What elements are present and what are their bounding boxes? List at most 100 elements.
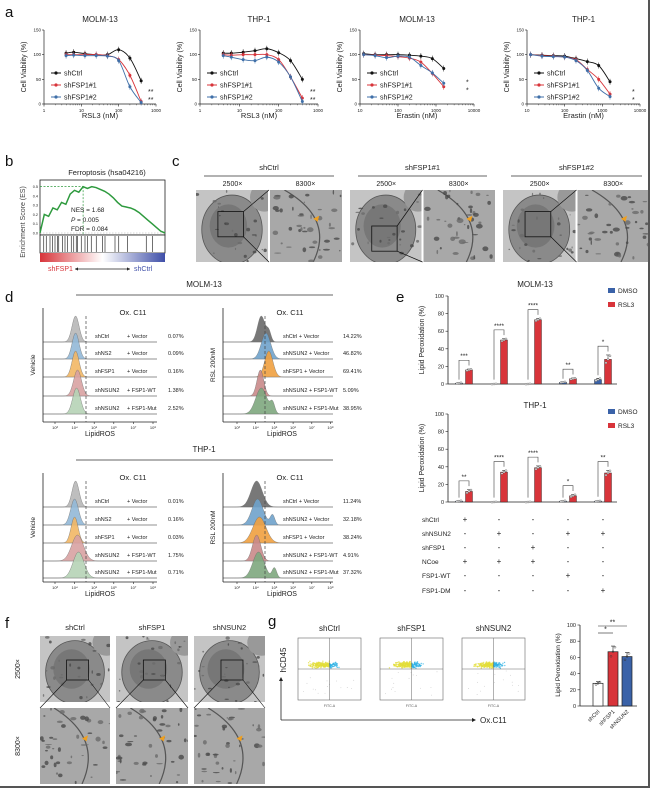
organelle — [137, 662, 141, 665]
data-point — [277, 51, 281, 55]
cell-event-dot — [491, 662, 493, 664]
histogram-peak — [223, 369, 333, 397]
cell-event-dot — [499, 665, 501, 668]
data-point — [419, 64, 423, 68]
cell-event-dot — [393, 682, 395, 684]
legend-marker — [210, 95, 214, 99]
row-label: shCtrl + Vector — [283, 334, 319, 340]
data-point — [253, 59, 257, 63]
row-label: shNSUN2 — [95, 570, 119, 576]
cell-event-dot — [491, 667, 493, 669]
cell-event-dot — [340, 687, 342, 689]
organelle — [559, 234, 562, 236]
data-point — [289, 75, 293, 79]
organelle — [55, 772, 59, 775]
x-tick-label: 10⁵ — [271, 585, 277, 590]
cell-event-dot — [326, 665, 329, 668]
cell-event-dot — [397, 663, 400, 666]
cell-event-dot — [329, 666, 331, 669]
condition-mark: + — [566, 571, 571, 580]
y-axis-label: Cell Viability (%) — [504, 42, 511, 93]
organelle — [436, 218, 441, 221]
organelle — [186, 739, 188, 743]
condition-row-label: NCoe — [422, 559, 439, 566]
organelle — [45, 670, 48, 672]
cell-event-dot — [410, 665, 412, 667]
bar — [621, 656, 633, 707]
cell-event-dot — [480, 664, 483, 666]
histogram-peak — [223, 315, 333, 343]
cell-event-dot — [415, 663, 418, 665]
cell-event-dot — [413, 662, 416, 664]
cell-event-dot — [415, 674, 417, 676]
data-point — [551, 55, 555, 59]
organelle — [595, 253, 602, 255]
organelle — [624, 220, 631, 225]
organelle — [142, 763, 147, 766]
organelle — [175, 781, 179, 784]
organelle — [300, 227, 303, 232]
organelle — [40, 736, 44, 741]
organelle — [252, 250, 257, 254]
y-tick-label: 100 — [349, 52, 357, 57]
panel-label-d: d — [5, 289, 13, 306]
organelle — [140, 710, 147, 713]
organelle — [212, 753, 219, 756]
mitochondria-arrow-icon — [313, 215, 320, 222]
y-tick-label: 50 — [192, 77, 198, 82]
organelle — [70, 717, 77, 721]
panel-label-a: a — [5, 4, 14, 21]
organelle — [317, 255, 323, 259]
organelle — [151, 673, 156, 675]
cell-event-dot — [331, 665, 334, 668]
organelle — [225, 190, 228, 193]
x-tick-label: 10 — [357, 108, 363, 113]
replicate-dot — [494, 500, 498, 504]
cell-event-dot — [403, 666, 405, 668]
zoom-connector — [550, 189, 577, 212]
replicate-dot — [563, 499, 567, 502]
organelle — [243, 254, 247, 258]
panel-label-f: f — [5, 615, 10, 632]
cell-event-dot — [480, 667, 483, 669]
condition-mark: - — [602, 557, 605, 566]
organelle — [339, 194, 342, 198]
organelle — [639, 227, 644, 230]
replicate-dot — [563, 380, 567, 384]
legend-swatch — [608, 423, 615, 428]
x-tick-label: 10 — [237, 108, 243, 113]
organelle — [436, 249, 439, 255]
cell-event-dot — [496, 664, 498, 666]
row-label: shCtrl — [95, 499, 109, 505]
cell-event-dot — [422, 663, 424, 665]
histogram-peak — [223, 387, 333, 415]
organelle — [70, 755, 73, 759]
organelle — [252, 724, 254, 727]
organelle — [246, 662, 248, 665]
organelle — [178, 754, 184, 760]
organelle — [218, 214, 221, 217]
replicate-dot — [559, 381, 563, 384]
organelle — [160, 714, 164, 719]
organelle — [305, 193, 310, 197]
histogram-title: Ox. C11 — [277, 473, 304, 482]
replicate-dot — [534, 319, 538, 323]
organelle — [615, 242, 620, 246]
cell-event-dot — [314, 667, 316, 669]
cell-event-dot — [398, 661, 400, 663]
legend-marker — [537, 83, 541, 87]
panel-label-b: b — [5, 153, 13, 170]
y-tick-label: 0.1 — [33, 222, 38, 226]
row-label: shNSUN2 + Vector — [283, 517, 329, 523]
data-point — [608, 80, 612, 84]
organelle — [258, 664, 260, 668]
cell-event-dot — [324, 692, 326, 694]
em-image — [270, 190, 342, 262]
row-label: shFSP1 — [95, 535, 115, 541]
organelle — [253, 219, 258, 223]
cell-event-dot — [322, 666, 325, 668]
organelle — [118, 714, 122, 718]
organelle — [119, 758, 122, 764]
cell-event-dot — [332, 662, 335, 665]
cell-event-dot — [419, 664, 422, 667]
